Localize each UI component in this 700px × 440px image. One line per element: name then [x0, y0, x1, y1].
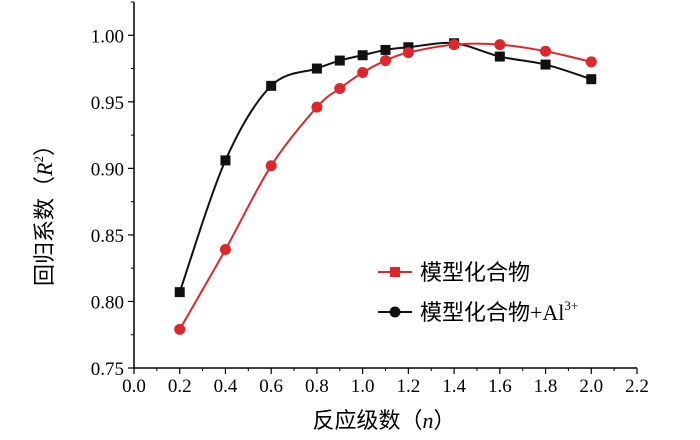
- x-tick-label: 1.6: [488, 376, 512, 397]
- data-point: [540, 59, 551, 70]
- legend-marker-circle: [389, 306, 401, 318]
- x-tick-label: 0.6: [259, 376, 283, 397]
- y-tick-label: 1.00: [91, 26, 124, 47]
- series-model-compound-al: [174, 38, 597, 298]
- y-axis-label-sup: 2: [31, 156, 46, 163]
- legend-label-al-sup: 3+: [564, 298, 578, 313]
- legend-entry-model-compound: 模型化合物: [378, 260, 530, 285]
- data-point: [266, 80, 277, 91]
- x-tick-label: 0.2: [168, 376, 192, 397]
- legend-label-al-text: 模型化合物+Al: [420, 300, 564, 325]
- x-axis-label-var: n: [423, 408, 434, 433]
- x-tick-label: 1.0: [351, 376, 375, 397]
- data-point: [380, 44, 391, 55]
- data-point: [265, 160, 277, 172]
- data-point: [311, 63, 322, 74]
- x-tick-label: 1.4: [442, 376, 466, 397]
- y-tick-label: 0.80: [91, 292, 124, 313]
- series-line-model-compound: [178, 42, 592, 330]
- data-point: [494, 51, 505, 62]
- data-point: [494, 39, 506, 51]
- y-axis-label-text: 回归系数（: [32, 176, 57, 286]
- x-axis-label: 反应级数（n）: [312, 408, 455, 433]
- data-point: [448, 39, 460, 51]
- series-model-compound: [174, 39, 597, 335]
- data-point: [585, 56, 597, 68]
- y-tick-label: 0.90: [91, 159, 124, 180]
- y-tick-label: 0.85: [91, 226, 124, 247]
- y-axis-label-close: ）: [32, 134, 57, 156]
- data-point: [334, 83, 346, 95]
- x-tick-label: 0.0: [122, 376, 146, 397]
- series-line-model-compound-al: [178, 41, 592, 293]
- axes: 0.0 0.2 0.4 0.6 0.8 1.0 1.2 1.4 1.6 1.8 2.0 2.2 0.75…: [91, 1, 649, 397]
- legend-entry-model-compound-al: 模型化合物+Al3+: [378, 298, 578, 325]
- legend: 模型化合物 模型化合物+Al3+: [378, 260, 578, 325]
- series-layer: [174, 38, 597, 335]
- x-tick-label: 1.2: [396, 376, 420, 397]
- legend-marker-square: [390, 267, 400, 277]
- data-point: [402, 47, 414, 59]
- data-point: [357, 50, 368, 61]
- data-point: [220, 155, 231, 166]
- x-tick-label: 2.0: [579, 376, 603, 397]
- y-axis-label: 回归系数（R2）: [31, 134, 57, 286]
- data-point: [174, 287, 185, 298]
- data-point: [540, 45, 552, 57]
- y-axis-label-var: R: [32, 162, 57, 177]
- data-point: [219, 244, 231, 256]
- x-tick-label: 2.2: [625, 376, 649, 397]
- data-point: [380, 55, 391, 67]
- data-point: [357, 67, 369, 79]
- x-axis-label-close: ）: [434, 408, 456, 433]
- data-point: [334, 55, 345, 66]
- y-tick-label: 0.95: [91, 93, 124, 114]
- data-point: [311, 101, 323, 113]
- data-point: [586, 74, 597, 85]
- y-tick-label: 0.75: [91, 359, 124, 380]
- data-point: [174, 323, 186, 335]
- x-tick-label: 1.8: [534, 376, 558, 397]
- legend-label-model-compound: 模型化合物: [420, 260, 530, 285]
- x-tick-label: 0.8: [305, 376, 329, 397]
- x-axis-label-text: 反应级数（: [312, 408, 422, 433]
- x-tick-label: 0.4: [214, 376, 238, 397]
- legend-label-model-compound-al: 模型化合物+Al3+: [420, 298, 578, 325]
